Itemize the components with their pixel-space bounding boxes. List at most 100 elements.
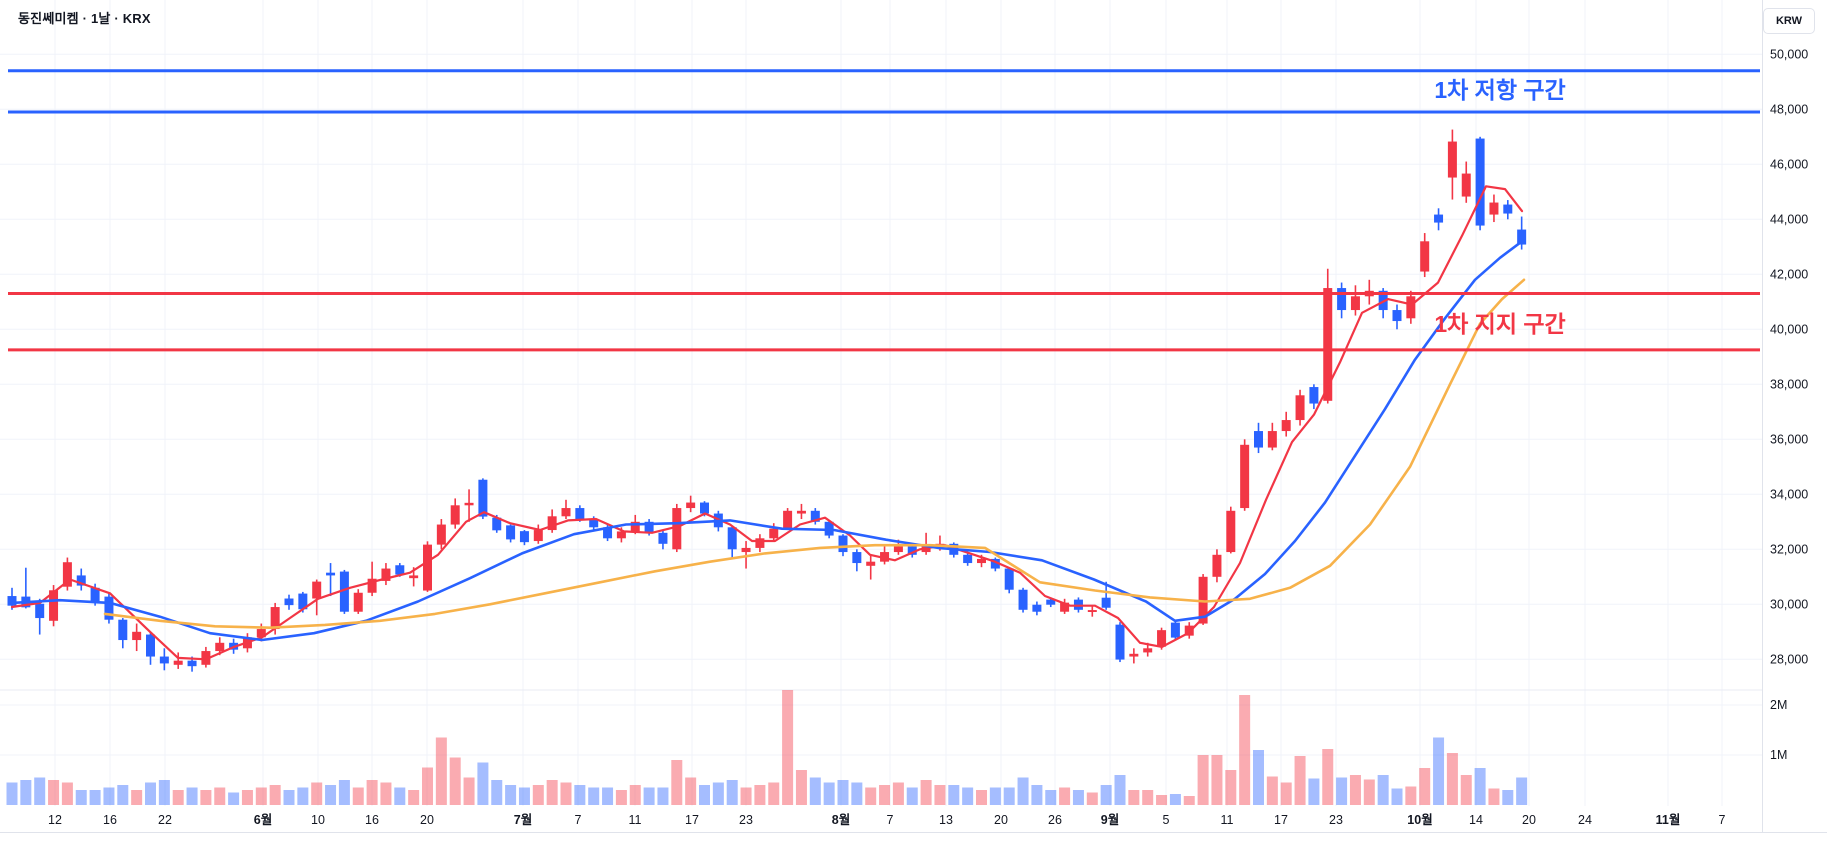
volume-bar [449, 757, 461, 805]
price-tick-label: 48,000 [1770, 102, 1808, 116]
zone-lines[interactable] [8, 69, 1760, 352]
candle [1240, 444, 1250, 509]
volume-bar [1253, 750, 1264, 805]
candle [256, 629, 266, 638]
volume-bar [1405, 786, 1417, 805]
candle [1350, 296, 1360, 311]
volume-bar [352, 787, 364, 805]
time-tick-label: 10 [311, 813, 325, 827]
volume-bar [1197, 755, 1209, 805]
time-axis[interactable]: 12 16 22 6월 10 16 20 7월 7 11 17 23 8월 7 13 20 26 9월 5 11 17 2… [48, 812, 1725, 827]
candle [381, 568, 391, 581]
volume-bar [1266, 776, 1278, 805]
candle [1434, 214, 1444, 223]
volume-bar [629, 785, 641, 805]
volume-bar [20, 780, 32, 805]
ma-mid-line [10, 240, 1524, 642]
volume-bar [989, 787, 1001, 805]
volume-bar [1363, 779, 1375, 805]
currency-toggle[interactable]: KRW [1763, 8, 1815, 34]
candle [533, 530, 543, 542]
volume-bar [602, 787, 614, 805]
symbol-title[interactable]: 동진쎄미켐 · 1날 · KRX [18, 11, 151, 26]
candle [963, 554, 973, 564]
candle [201, 651, 211, 665]
volume-bar [1377, 775, 1389, 805]
candle [727, 527, 737, 550]
volume-bar [6, 782, 18, 805]
volume-bar [172, 790, 184, 805]
price-tick-label: 42,000 [1770, 267, 1808, 281]
volume-bar [574, 785, 586, 805]
candle [1420, 241, 1430, 272]
candle [880, 552, 890, 562]
volume-bar [408, 790, 420, 805]
price-axis[interactable]: 50,000 48,000 46,000 44,000 42,000 40,000 38,0… [1770, 47, 1808, 762]
time-tick-label: 23 [739, 813, 753, 827]
volume-bar [1072, 790, 1084, 805]
volume-bar [768, 782, 780, 805]
time-tick-label: 13 [939, 813, 953, 827]
candle [450, 505, 460, 525]
candle [423, 544, 432, 591]
candle [686, 502, 696, 509]
resistance-zone-label[interactable]: 1차 저항 구간 [1434, 77, 1566, 103]
candle [1018, 589, 1028, 610]
candle [1212, 554, 1222, 577]
volume-bar [131, 790, 143, 805]
volume-bar [837, 780, 849, 805]
price-tick-label: 30,000 [1770, 597, 1808, 611]
volume-bar [61, 782, 73, 805]
candle [132, 631, 142, 641]
volume-bar [1003, 787, 1015, 805]
volume-bar [1086, 792, 1098, 805]
candle [1143, 648, 1153, 653]
time-tick-label: 7 [887, 813, 894, 827]
price-tick-label: 38,000 [1770, 377, 1808, 391]
time-tick-label: 10월 [1407, 812, 1432, 827]
volume-bar [865, 787, 877, 805]
candle [603, 527, 613, 539]
volume-bar [1474, 768, 1486, 805]
support-zone-label[interactable]: 1차 지지 구간 [1434, 311, 1566, 337]
price-tick-label: 50,000 [1770, 47, 1808, 61]
volume-bar [740, 787, 752, 805]
volume-bar [615, 790, 627, 805]
volume-bar [505, 785, 517, 805]
volume-bar [338, 780, 350, 805]
volume-bar [546, 780, 558, 805]
volume-bar [1349, 775, 1361, 805]
candle [7, 596, 17, 606]
candle [409, 575, 419, 579]
candle [339, 571, 349, 612]
volume-bar [463, 777, 475, 805]
candle [478, 479, 488, 517]
candle [326, 572, 336, 576]
candle [395, 565, 405, 575]
time-tick-label: 9월 [1101, 812, 1119, 827]
candle [977, 558, 986, 564]
candle [1447, 141, 1457, 178]
volume-bar [532, 785, 544, 805]
candle [1406, 296, 1416, 319]
candle [312, 581, 322, 599]
time-tick-label: 23 [1329, 813, 1343, 827]
volume-bar [283, 790, 295, 805]
volume-bar [1391, 788, 1403, 805]
volume-bar [1322, 749, 1334, 805]
candle [755, 538, 765, 548]
volume-bar [89, 790, 101, 805]
time-tick-label: 11 [629, 813, 642, 827]
candle [1392, 310, 1402, 322]
candle [76, 575, 86, 586]
candle [1060, 602, 1070, 612]
candle [852, 552, 862, 564]
volume-bar [934, 785, 946, 805]
volume-bar [948, 785, 960, 805]
candle [1503, 204, 1513, 214]
candle [547, 516, 557, 531]
volume-bar [34, 777, 46, 805]
grid-layer [0, 0, 1762, 806]
candle [506, 525, 516, 540]
